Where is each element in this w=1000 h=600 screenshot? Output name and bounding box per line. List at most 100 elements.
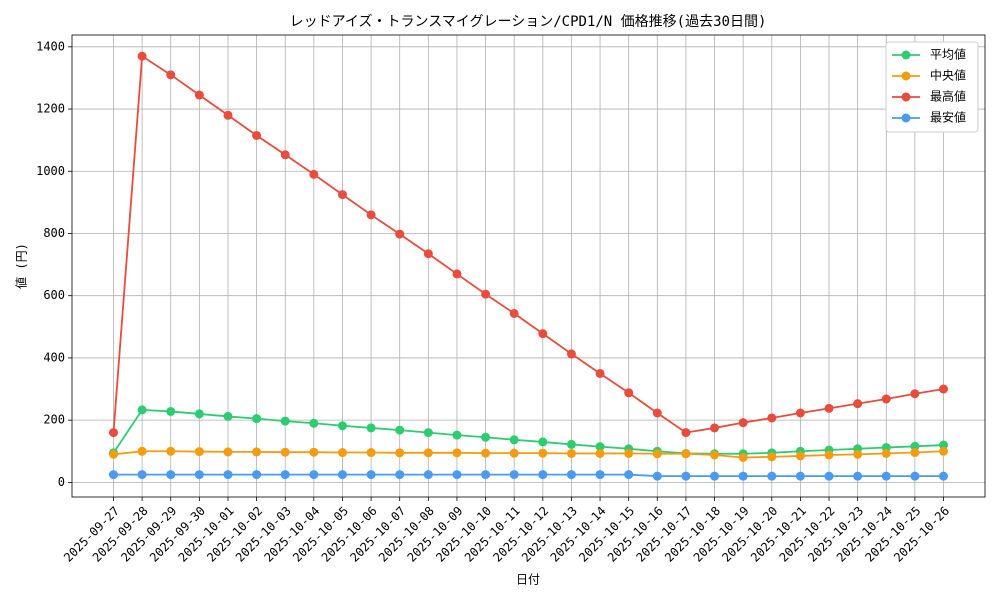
point <box>337 448 347 458</box>
point <box>280 416 290 426</box>
point <box>538 448 548 458</box>
point <box>595 442 605 452</box>
legend-marker <box>901 71 911 81</box>
point <box>166 470 176 480</box>
point <box>710 423 720 433</box>
y-tick-label: 200 <box>43 413 65 427</box>
point <box>194 447 204 457</box>
point <box>824 450 834 460</box>
point <box>280 150 290 160</box>
point <box>939 446 948 456</box>
point <box>939 384 948 394</box>
point <box>853 449 863 459</box>
point <box>423 448 433 458</box>
point <box>252 414 262 424</box>
point <box>309 169 319 179</box>
point <box>509 470 519 480</box>
point <box>566 470 576 480</box>
point <box>166 406 176 416</box>
point <box>595 368 605 378</box>
point <box>538 437 548 447</box>
point <box>223 470 233 480</box>
legend-label: 平均値 <box>930 47 966 62</box>
legend-label: 最安値 <box>930 110 966 125</box>
point <box>824 403 834 413</box>
point <box>481 432 491 442</box>
point <box>309 447 319 457</box>
point <box>767 452 777 462</box>
point <box>624 448 634 458</box>
point <box>252 130 262 140</box>
point <box>939 440 948 450</box>
point <box>194 90 204 100</box>
point <box>309 470 319 480</box>
line <box>112 408 944 455</box>
point <box>538 470 548 480</box>
legend-box <box>885 41 979 133</box>
point <box>624 388 634 398</box>
legend-marker <box>901 92 911 102</box>
legend-label: 中央値 <box>930 68 966 83</box>
point <box>881 471 891 481</box>
y-tick-label: 1400 <box>36 39 65 53</box>
point <box>481 289 491 299</box>
point <box>252 470 262 480</box>
point <box>366 448 376 458</box>
point <box>738 471 748 481</box>
point <box>481 448 491 458</box>
point <box>710 450 720 460</box>
point <box>624 470 634 480</box>
point <box>366 470 376 480</box>
point <box>309 418 319 428</box>
point <box>109 470 118 480</box>
point <box>795 471 805 481</box>
line <box>113 473 944 478</box>
point <box>337 190 347 200</box>
point <box>395 448 405 458</box>
point <box>710 471 720 481</box>
point <box>566 349 576 359</box>
line <box>112 54 944 434</box>
point <box>223 110 233 120</box>
point <box>423 249 433 259</box>
point <box>423 428 433 438</box>
point <box>366 423 376 433</box>
point <box>910 448 920 458</box>
point <box>137 51 147 61</box>
point <box>137 446 147 456</box>
y-tick-label: 800 <box>43 226 65 240</box>
point <box>595 470 605 480</box>
point <box>681 428 691 438</box>
line <box>113 450 944 459</box>
point <box>795 451 805 461</box>
point <box>395 470 405 480</box>
point <box>652 449 662 459</box>
point <box>767 471 777 481</box>
point <box>939 471 948 481</box>
point <box>509 308 519 318</box>
point <box>395 425 405 435</box>
point <box>481 470 491 480</box>
point <box>538 329 548 339</box>
point <box>767 413 777 423</box>
point <box>395 229 405 239</box>
y-tick-label: 1200 <box>36 102 65 116</box>
point <box>509 448 519 458</box>
y-axis-label: 値 (円) <box>14 243 29 289</box>
point <box>337 421 347 431</box>
point <box>337 470 347 480</box>
point <box>166 446 176 456</box>
point <box>109 428 118 438</box>
point <box>652 408 662 418</box>
y-tick-label: 0 <box>58 475 65 489</box>
point <box>881 448 891 458</box>
point <box>280 470 290 480</box>
point <box>853 399 863 409</box>
point <box>423 470 433 480</box>
legend-marker <box>901 113 911 123</box>
point <box>566 439 576 449</box>
point <box>452 470 462 480</box>
point <box>910 471 920 481</box>
point <box>738 452 748 462</box>
